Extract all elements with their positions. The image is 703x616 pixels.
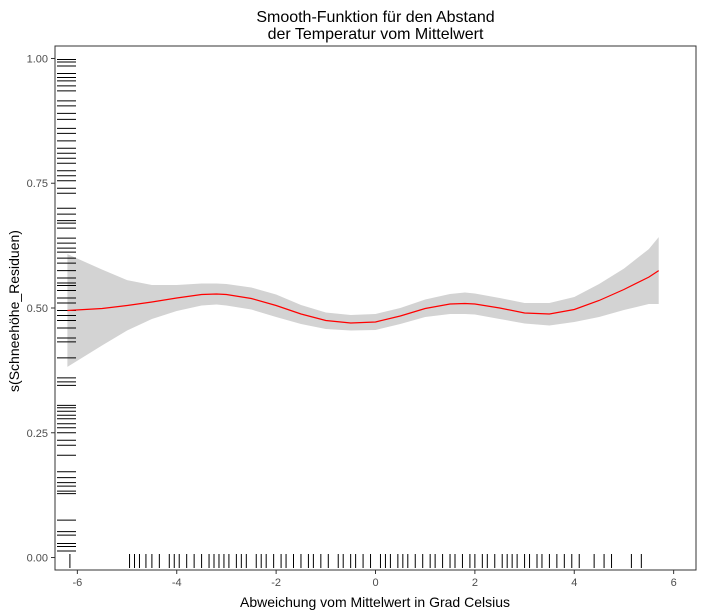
y-rug bbox=[57, 58, 76, 552]
x-tick-label: 6 bbox=[671, 577, 677, 589]
smooth-series-line bbox=[67, 270, 660, 324]
y-tick-label: 0.75 bbox=[27, 178, 48, 190]
x-rug bbox=[69, 554, 642, 568]
x-axis-title: Abweichung vom Mittelwert in Grad Celsiu… bbox=[240, 594, 510, 610]
x-tick-label: -6 bbox=[72, 577, 82, 589]
y-axis-title: s(Schneehöhe_Residuen) bbox=[6, 230, 22, 392]
x-tick-label: 4 bbox=[571, 577, 577, 589]
x-tick-label: 2 bbox=[472, 577, 478, 589]
chart-title-line-1: Smooth-Funktion für den Abstand bbox=[256, 9, 495, 26]
smooth-line bbox=[67, 270, 660, 324]
x-tick-label: -4 bbox=[172, 577, 182, 589]
y-tick-label: 0.00 bbox=[27, 553, 48, 565]
y-tick-label: 0.25 bbox=[27, 428, 48, 440]
chart-title-line-2: der Temperatur vom Mittelwert bbox=[267, 26, 484, 43]
x-tick-label: -2 bbox=[271, 577, 281, 589]
y-tick-label: 1.00 bbox=[27, 53, 48, 65]
x-axis-ticks: -6 -4 -2 0 2 4 6 bbox=[72, 570, 677, 589]
x-tick-label: 0 bbox=[372, 577, 378, 589]
confidence-band bbox=[67, 237, 659, 367]
y-axis-ticks: 0.00 0.25 0.50 0.75 1.00 bbox=[27, 53, 55, 565]
y-tick-label: 0.50 bbox=[27, 303, 48, 315]
confidence-band-area bbox=[67, 237, 659, 367]
